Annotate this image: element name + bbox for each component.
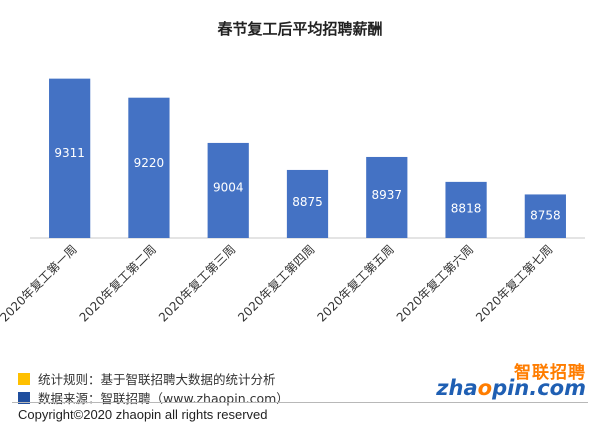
bar-3 bbox=[207, 142, 249, 238]
value-labels-group: 9311 9220 9004 8875 8937 8818 8758 bbox=[54, 146, 560, 223]
bar-2 bbox=[128, 97, 170, 238]
bar-value-label-2: 9220 bbox=[134, 156, 165, 170]
category-label-6: 2020年复工第六周 bbox=[394, 242, 476, 324]
bar-7 bbox=[524, 194, 566, 238]
category-labels-group: 2020年复工第一周2020年复工第二周2020年复工第三周2020年复工第四周… bbox=[0, 242, 555, 324]
category-label-4: 2020年复工第四周 bbox=[235, 242, 317, 324]
rule-text: 统计规则：基于智联招聘大数据的统计分析 bbox=[38, 372, 276, 387]
source-legend-square bbox=[18, 391, 30, 404]
footer-divider bbox=[12, 402, 588, 403]
bar-6 bbox=[445, 181, 487, 238]
category-label-3: 2020年复工第三周 bbox=[156, 242, 238, 324]
footer-rule-row: 统计规则：基于智联招聘大数据的统计分析 bbox=[18, 369, 276, 388]
logo-en-part-2: o bbox=[477, 376, 493, 400]
bar-value-label-4: 8875 bbox=[292, 195, 323, 209]
bar-4 bbox=[286, 169, 329, 238]
bar-1 bbox=[49, 78, 91, 238]
chart-title: 春节复工后平均招聘薪酬 bbox=[217, 20, 382, 38]
bars-group bbox=[49, 78, 566, 238]
category-label-2: 2020年复工第二周 bbox=[77, 242, 159, 324]
bar-value-label-6: 8818 bbox=[451, 202, 482, 216]
bar-5 bbox=[366, 156, 408, 238]
source-text: 数据来源：智联招聘（www.zhaopin.com） bbox=[38, 391, 289, 406]
category-label-1: 2020年复工第一周 bbox=[0, 242, 80, 324]
footer-source-row: 数据来源：智联招聘（www.zhaopin.com） bbox=[18, 388, 289, 407]
bar-value-label-7: 8758 bbox=[530, 208, 561, 222]
zhaopin-logo: 智联招聘 zhaopin.com bbox=[436, 358, 586, 404]
category-label-7: 2020年复工第七周 bbox=[473, 242, 555, 324]
bar-value-label-5: 8937 bbox=[372, 188, 403, 202]
category-label-5: 2020年复工第五周 bbox=[314, 242, 396, 324]
bar-value-label-3: 9004 bbox=[213, 181, 244, 195]
logo-en-part-1: zha bbox=[436, 376, 478, 400]
rule-legend-square bbox=[18, 372, 30, 385]
logo-english-text: zhaopin.com bbox=[436, 376, 586, 400]
bar-value-label-1: 9311 bbox=[54, 146, 85, 160]
logo-chinese-text: 智联招聘 bbox=[514, 363, 586, 383]
logo-en-part-3: pin.com bbox=[492, 376, 586, 400]
bar-chart: 春节复工后平均招聘薪酬 9311 9220 9004 8875 8937 8818 8758… bbox=[0, 20, 585, 325]
copyright-text: Copyright©2020 zhaopin all rights reserv… bbox=[18, 407, 268, 422]
